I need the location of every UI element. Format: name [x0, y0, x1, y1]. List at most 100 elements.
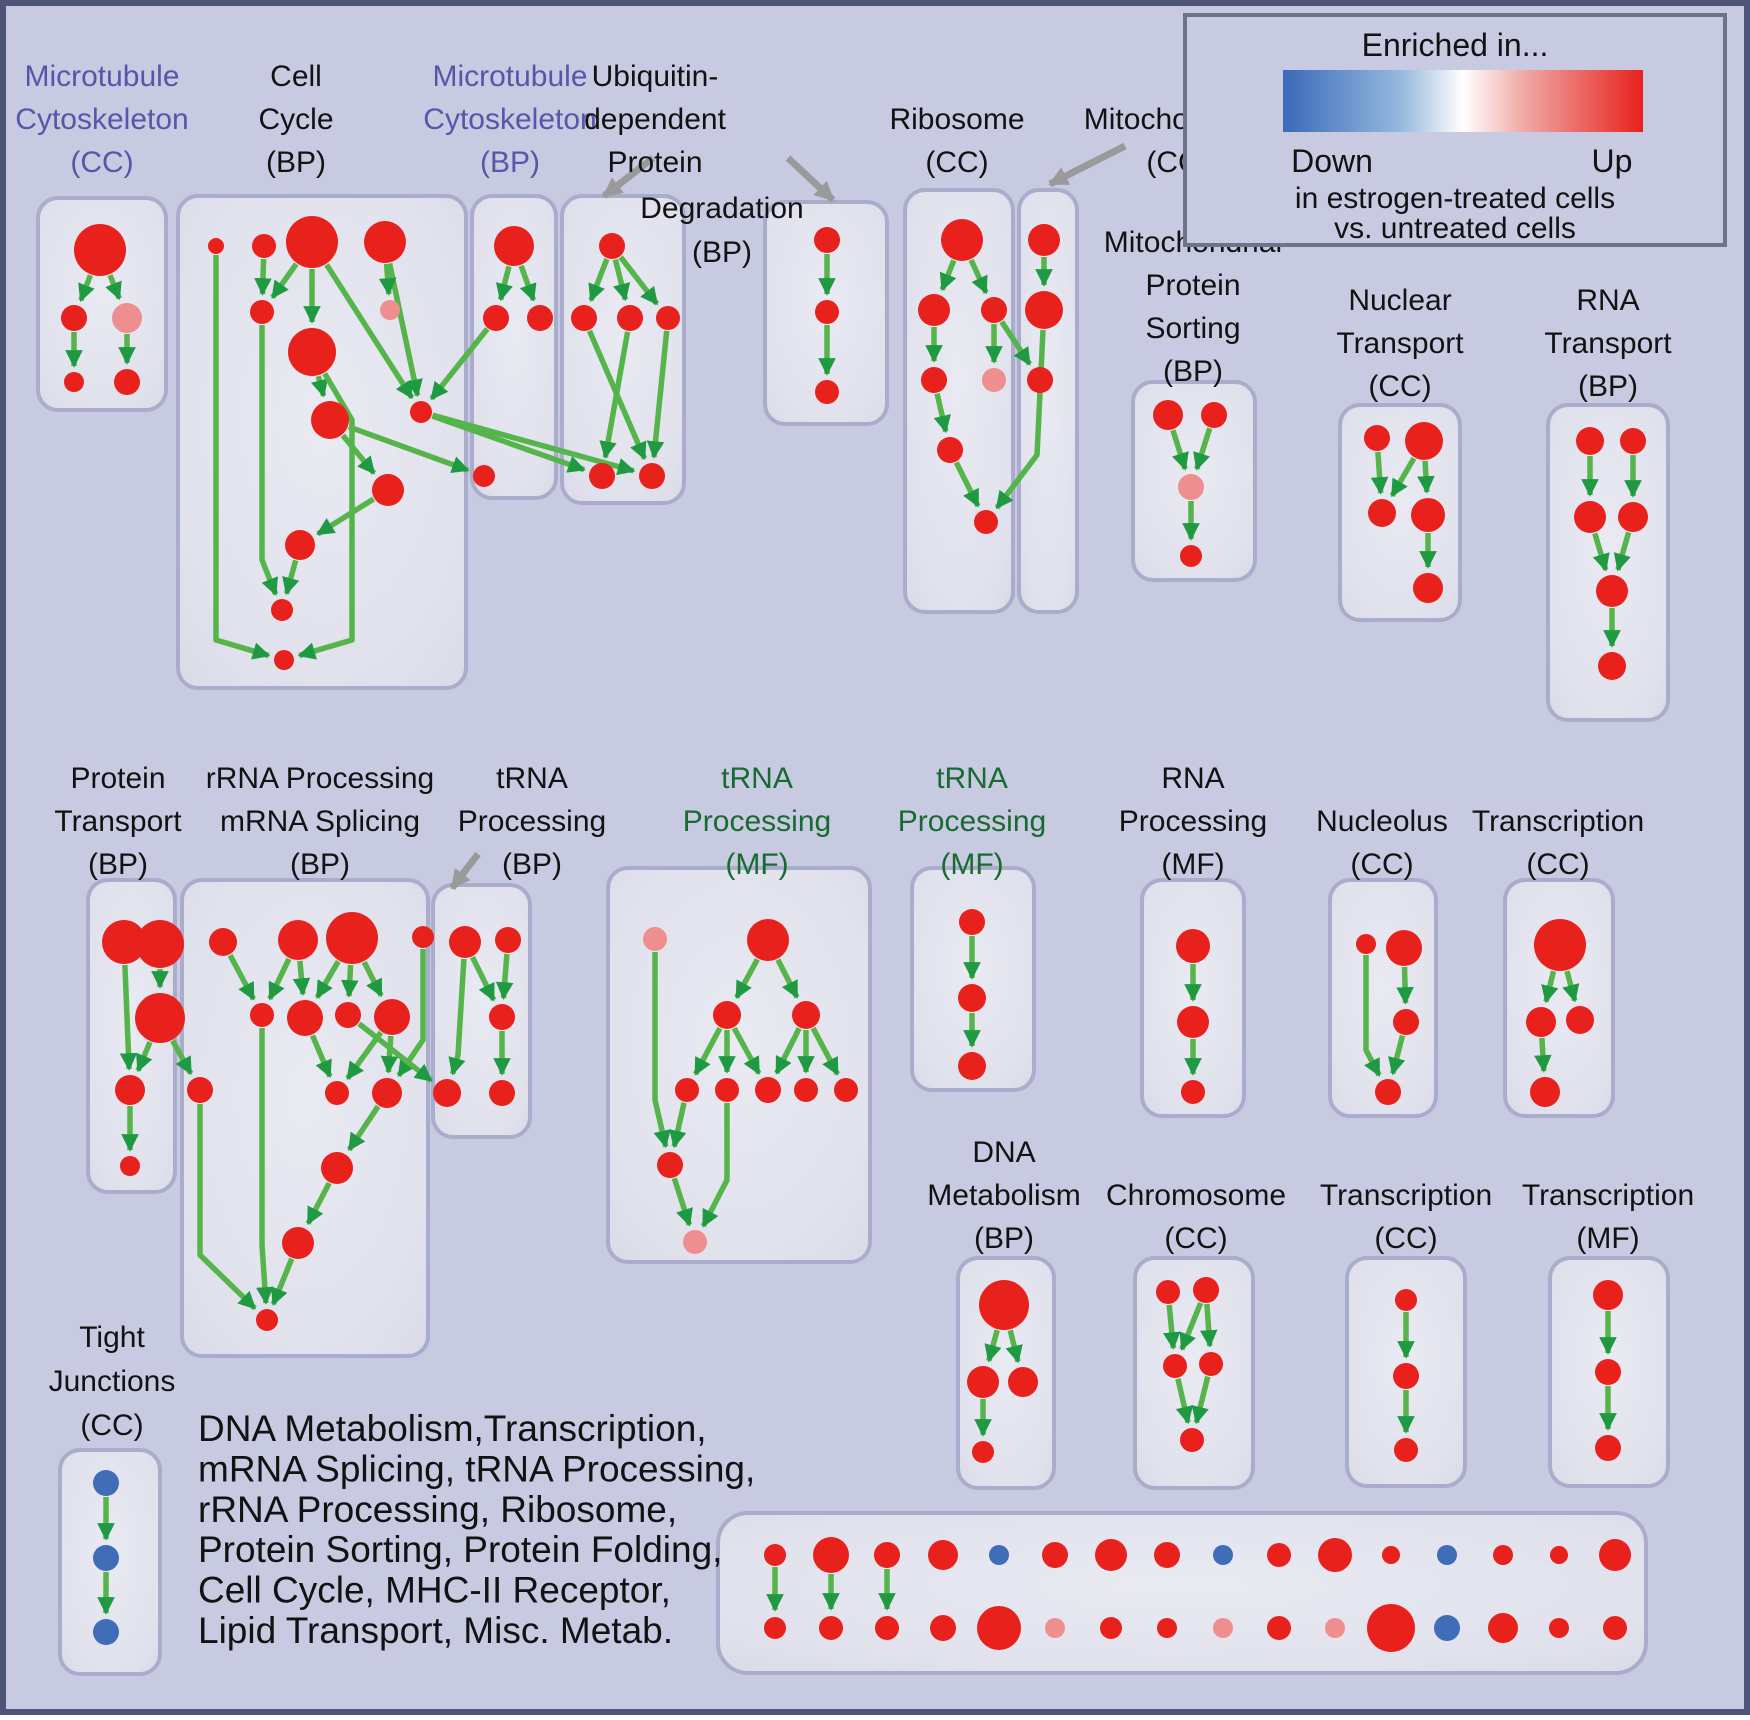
bottom-node-r1-col16 [1599, 1539, 1631, 1571]
bottom-cluster-layer [764, 1537, 1631, 1652]
bottom-node-r1-col1 [764, 1544, 786, 1566]
dnaMetab-label-line-2: (BP) [974, 1222, 1034, 1255]
go-term-node-C10 [285, 530, 315, 560]
go-term-node-W1 [958, 984, 986, 1012]
microBP-label-line-0: Microtubule [432, 60, 587, 93]
cluster-box-cellCycle [176, 194, 468, 690]
rnaProcMF-label-line-1: Processing [1119, 805, 1267, 838]
trnaMF1-label-line-1: Processing [683, 805, 831, 838]
go-term-node-C12 [274, 650, 294, 670]
go-term-node-A3 [112, 303, 142, 333]
go-term-node-H3 [1199, 1352, 1223, 1376]
go-term-node-NT2 [1368, 499, 1396, 527]
go-term-node-V2 [815, 380, 839, 404]
edge-N1-N2 [1396, 966, 1414, 1005]
go-term-node-M2 [792, 1001, 820, 1029]
go-term-node-RT2 [1574, 501, 1606, 533]
trnaMF1-label-line-0: tRNA [721, 762, 793, 795]
trnaMF2-label-line-0: tRNA [936, 762, 1008, 795]
legend-subtitle-2: vs. untreated cells [1334, 212, 1576, 245]
bottom-node-r2-col14 [1488, 1613, 1518, 1643]
go-term-node-Y0 [1395, 1289, 1417, 1311]
go-term-node-RS2 [335, 1002, 361, 1028]
go-term-node-X0 [1534, 919, 1586, 971]
edge-C5-C12 [297, 372, 355, 660]
go-term-node-RR2 [326, 912, 378, 964]
microCC-label: Microtubule Cytoskeleton (CC) [15, 60, 188, 179]
edge-RG1-RG2 [305, 1181, 332, 1226]
edge-U3-U5 [646, 330, 670, 459]
misc-category-list-line-1: mRNA Splicing, tRNA Processing, [198, 1448, 755, 1489]
go-term-node-Z0 [1593, 1280, 1623, 1310]
edge-U0-U1 [588, 258, 610, 302]
edge-H3-H4 [1191, 1375, 1211, 1425]
edge-N2-N3 [1388, 1034, 1406, 1076]
edge-RR2-RS2 [341, 964, 359, 998]
legend-down-label: Down [1291, 143, 1373, 179]
cluster-box-transCC1 [1503, 878, 1615, 1118]
bottom-node-r2-col1 [764, 1617, 786, 1639]
trnaBP-pointer-arrow-icon [449, 851, 481, 891]
edge-M0-M1 [734, 957, 760, 1000]
misc-category-list-line-3: Protein Sorting, Protein Folding, [198, 1529, 722, 1570]
go-term-node-X2 [1566, 1006, 1594, 1034]
edge-NT1-NT3 [1417, 460, 1435, 494]
bottom-node-r1-col3 [874, 1542, 900, 1568]
go-term-node-U4 [589, 463, 615, 489]
go-term-node-MS1 [1201, 402, 1227, 428]
go-term-node-MBc [755, 1077, 781, 1103]
edge-MB1-C8 [429, 327, 490, 401]
misc-category-list: DNA Metabolism,Transcription,mRNA Splici… [198, 1408, 755, 1651]
bottom-node-r2-col2 [819, 1616, 843, 1640]
edge-C7-C9 [340, 433, 377, 475]
go-term-node-C7 [311, 401, 349, 439]
edge-A1-A2 [78, 274, 95, 302]
edge-MS1-MS2 [1193, 427, 1213, 471]
go-term-node-N1 [1386, 930, 1422, 966]
edge-U0-U3 [618, 255, 660, 306]
rnaTrans-label: RNA Transport (BP) [1544, 284, 1672, 403]
edge-U2-U4 [599, 331, 631, 460]
bottom-node-r1-col13 [1437, 1545, 1457, 1565]
rnaTrans-label-line-0: RNA [1576, 284, 1639, 317]
chromosome-label-line-1: (CC) [1164, 1222, 1227, 1255]
edges-layer [65, 254, 1642, 1615]
rnaProcMF-label: RNA Processing (MF) [1119, 762, 1267, 881]
microBP-label: Microtubule Cytoskeleton (BP) [423, 60, 596, 179]
go-term-node-N0 [1356, 934, 1376, 954]
edge-C2-C4 [270, 262, 299, 299]
edge-U0-U2 [612, 258, 631, 302]
edge-RT3-RT4 [1613, 531, 1632, 572]
transCC2-label: Transcription (CC) [1320, 1179, 1492, 1255]
edge-MB0-MB1 [495, 265, 513, 302]
edge-M1-MBa [693, 1026, 723, 1076]
nucTrans-label-line-1: Transport [1336, 327, 1464, 360]
go-term-node-J1 [93, 1545, 119, 1571]
transCC1-label-line-0: Transcription [1472, 805, 1644, 838]
edge-X0-X1 [1541, 970, 1559, 1004]
misc-category-list-line-2: rRNA Processing, Ribosome, [198, 1489, 677, 1530]
go-term-node-D2 [1008, 1367, 1038, 1397]
bottom-node-r2-col12 [1367, 1604, 1415, 1652]
edge-RB0-RB1 [939, 259, 957, 292]
bottom-node-r1-col9 [1213, 1545, 1233, 1565]
go-term-node-RR0 [209, 928, 237, 956]
edge-RB0-RB2 [968, 258, 989, 295]
ribosome-label-line-0: Ribosome [889, 103, 1024, 136]
edge-NT0-NT2 [1370, 451, 1389, 495]
protTrans-label: Protein Transport (BP) [54, 762, 182, 881]
mito-pointer-arrow-icon [1048, 142, 1127, 188]
go-term-node-A2 [61, 305, 87, 331]
go-term-node-H0 [1156, 1280, 1180, 1304]
tightJunc-label-line-0: Tight [79, 1321, 145, 1354]
trnaBP-label-line-1: Processing [458, 805, 606, 838]
dnaMetab-label-line-0: DNA [972, 1136, 1035, 1169]
go-term-node-RT5 [1598, 652, 1626, 680]
edge-RR2-RS1 [314, 959, 341, 999]
go-term-node-RR3 [412, 926, 434, 948]
cluster-box-chromosome [1133, 1256, 1255, 1490]
chromosome-label-line-0: Chromosome [1106, 1179, 1286, 1212]
go-term-node-D0 [979, 1280, 1029, 1330]
edge-T1-T2 [495, 953, 514, 1000]
